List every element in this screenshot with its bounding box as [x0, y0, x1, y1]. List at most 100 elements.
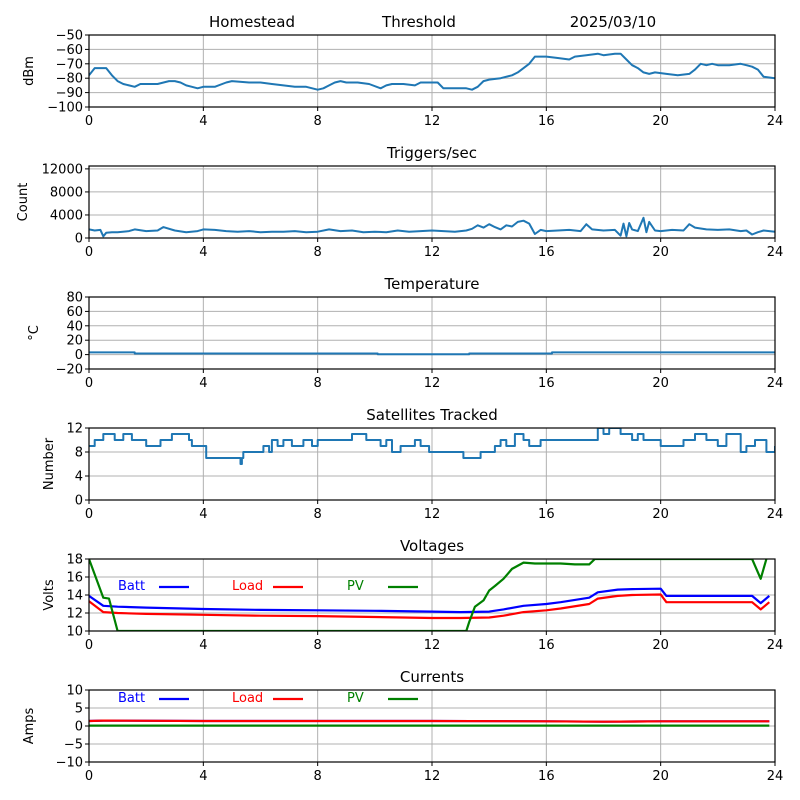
chart-panel-signal: 0 4 8 12 16 20 24 −100−90−80−70−60−50 dBm — [22, 29, 783, 130]
series-line-count — [89, 216, 775, 238]
x-tick-label: 12 — [424, 638, 441, 653]
y-tick-label: 4 — [75, 470, 83, 485]
x-tick-label: 20 — [652, 114, 669, 129]
x-tick-label: 0 — [85, 245, 93, 260]
header-date: 2025/03/10 — [570, 13, 656, 31]
y-tick-label: 12 — [66, 607, 83, 622]
chart-title: Temperature — [383, 275, 479, 293]
chart-title: Voltages — [400, 537, 464, 555]
x-tick-label: 16 — [538, 376, 555, 391]
x-tick-label: 20 — [652, 769, 669, 784]
series-line-load — [89, 719, 770, 723]
x-tick-label: 16 — [538, 638, 555, 653]
y-tick-label: 80 — [66, 291, 83, 306]
x-tick-label: 4 — [199, 376, 207, 391]
legend-label-pv: PV — [347, 579, 364, 594]
x-tick-label: 4 — [199, 245, 207, 260]
y-tick-label: −10 — [56, 756, 83, 771]
series-line-pv — [89, 559, 768, 631]
x-tick-label: 24 — [767, 638, 784, 653]
y-tick-label: −80 — [56, 72, 83, 87]
y-axis-label: Volts — [42, 579, 57, 611]
x-tick-label: 16 — [538, 114, 555, 129]
legend-label-load: Load — [232, 579, 263, 594]
legend-label-batt: Batt — [118, 691, 145, 706]
x-tick-label: 16 — [538, 507, 555, 522]
y-tick-label: −100 — [47, 101, 83, 116]
y-axis-label: Amps — [22, 707, 37, 744]
y-tick-label: 20 — [66, 334, 83, 349]
x-tick-label: 8 — [314, 376, 322, 391]
chart-panel-triggers: 0 4 8 12 16 20 24 0 4000 8000 12000 Triggers/sec Cou… — [16, 144, 783, 260]
x-tick-label: 24 — [767, 376, 784, 391]
y-tick-label: 8000 — [50, 185, 83, 200]
x-tick-label: 0 — [85, 638, 93, 653]
y-axis-label: Number — [42, 437, 57, 490]
x-tick-label: 12 — [424, 376, 441, 391]
x-tick-label: 16 — [538, 245, 555, 260]
header-mode: Threshold — [381, 13, 456, 31]
x-tick-label: 4 — [199, 507, 207, 522]
x-tick-label: 8 — [314, 507, 322, 522]
series-line-dbm — [89, 52, 775, 91]
y-tick-label: 10 — [66, 625, 83, 640]
y-tick-label: −90 — [56, 86, 83, 101]
y-tick-label: 0 — [75, 720, 83, 735]
x-tick-label: 0 — [85, 376, 93, 391]
y-tick-label: 8 — [75, 446, 83, 461]
x-tick-label: 20 — [652, 507, 669, 522]
y-tick-label: −5 — [64, 738, 83, 753]
chart-title: Currents — [400, 668, 464, 686]
y-tick-label: 14 — [66, 589, 83, 604]
x-tick-label: 20 — [652, 245, 669, 260]
y-tick-label: 12000 — [42, 162, 83, 177]
y-tick-label: 0 — [75, 494, 83, 509]
y-tick-label: 60 — [66, 305, 83, 320]
chart-panel-voltages: 0 4 8 12 16 20 24 10 12 14 16 18 Voltages Volts Batt Lo… — [42, 537, 783, 653]
y-tick-label: −60 — [56, 43, 83, 58]
y-tick-label: −50 — [56, 29, 83, 44]
x-tick-label: 8 — [314, 638, 322, 653]
x-tick-label: 0 — [85, 114, 93, 129]
legend-label-batt: Batt — [118, 579, 145, 594]
x-tick-label: 16 — [538, 769, 555, 784]
x-tick-label: 8 — [314, 769, 322, 784]
x-tick-label: 8 — [314, 245, 322, 260]
x-tick-label: 4 — [199, 114, 207, 129]
y-axis-label: dBm — [22, 56, 37, 86]
legend-label-pv: PV — [347, 691, 364, 706]
chart-title: Triggers/sec — [386, 144, 477, 162]
x-tick-label: 12 — [424, 769, 441, 784]
series-line-load — [89, 593, 771, 620]
chart-title: Satellites Tracked — [366, 406, 497, 424]
x-tick-label: 4 — [199, 638, 207, 653]
x-tick-label: 24 — [767, 507, 784, 522]
y-tick-label: 0 — [75, 232, 83, 247]
series-line-satellites — [89, 428, 775, 465]
x-tick-label: 24 — [767, 245, 784, 260]
y-tick-label: 12 — [66, 422, 83, 437]
x-tick-label: 24 — [767, 769, 784, 784]
x-tick-label: 20 — [652, 638, 669, 653]
legend-label-load: Load — [232, 691, 263, 706]
series-line-batt — [89, 587, 771, 614]
x-tick-label: 12 — [424, 245, 441, 260]
y-tick-label: 5 — [75, 702, 83, 717]
y-tick-label: 18 — [66, 553, 83, 568]
x-tick-label: 20 — [652, 376, 669, 391]
y-axis-label: Count — [16, 183, 31, 222]
header-site: Homestead — [209, 13, 295, 31]
y-tick-label: 4000 — [50, 208, 83, 223]
y-tick-label: −70 — [56, 57, 83, 72]
y-tick-label: 40 — [66, 319, 83, 334]
x-tick-label: 8 — [314, 114, 322, 129]
x-tick-label: 4 — [199, 769, 207, 784]
chart-panel-currents: 0 4 8 12 16 20 24 −10 −5 0 5 10 Currents Amps Batt Load… — [22, 668, 783, 784]
y-tick-label: 0 — [75, 348, 83, 363]
x-tick-label: 0 — [85, 769, 93, 784]
y-tick-label: −20 — [56, 363, 83, 378]
x-tick-label: 12 — [424, 507, 441, 522]
